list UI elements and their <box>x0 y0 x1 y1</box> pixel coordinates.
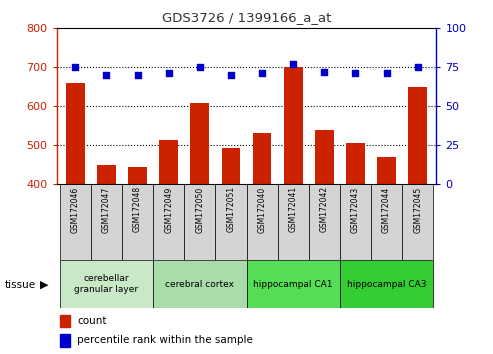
Text: hippocampal CA1: hippocampal CA1 <box>253 280 333 289</box>
Bar <box>190 103 209 184</box>
Point <box>165 71 173 76</box>
Text: tissue: tissue <box>5 280 36 290</box>
Bar <box>284 67 303 184</box>
Bar <box>60 184 91 260</box>
Point <box>134 72 141 78</box>
Text: cerebral cortex: cerebral cortex <box>165 280 234 289</box>
Bar <box>278 184 309 260</box>
Text: count: count <box>77 316 106 326</box>
Text: GSM172042: GSM172042 <box>320 186 329 233</box>
Bar <box>215 184 246 260</box>
Point <box>196 64 204 70</box>
Text: GSM172041: GSM172041 <box>289 186 298 233</box>
Bar <box>309 184 340 260</box>
Bar <box>371 184 402 260</box>
Text: GSM172051: GSM172051 <box>226 186 236 233</box>
Text: GSM172043: GSM172043 <box>351 186 360 233</box>
Bar <box>346 143 365 184</box>
Point <box>320 69 328 75</box>
Text: GSM172046: GSM172046 <box>71 186 80 233</box>
Bar <box>340 260 433 308</box>
Point <box>258 71 266 76</box>
Text: GSM172044: GSM172044 <box>382 186 391 233</box>
Bar <box>340 184 371 260</box>
Bar <box>222 148 240 184</box>
Bar <box>315 130 334 184</box>
Point <box>103 72 110 78</box>
Point <box>71 64 79 70</box>
Point <box>414 64 422 70</box>
Point <box>383 71 390 76</box>
Text: ▶: ▶ <box>40 280 49 290</box>
Bar <box>246 184 278 260</box>
Bar <box>246 260 340 308</box>
Bar <box>159 141 178 184</box>
Bar <box>377 157 396 184</box>
Bar <box>408 87 427 184</box>
Bar <box>253 133 271 184</box>
Bar <box>61 315 70 327</box>
Text: GSM172050: GSM172050 <box>195 186 204 233</box>
Bar <box>153 184 184 260</box>
Point <box>352 71 359 76</box>
Text: GSM172047: GSM172047 <box>102 186 111 233</box>
Bar <box>91 184 122 260</box>
Point <box>289 61 297 67</box>
Bar <box>97 165 116 184</box>
Text: cerebellar
granular layer: cerebellar granular layer <box>74 274 139 294</box>
Bar <box>61 334 70 347</box>
Bar <box>184 184 215 260</box>
Bar <box>122 184 153 260</box>
Point <box>227 72 235 78</box>
Text: hippocampal CA3: hippocampal CA3 <box>347 280 426 289</box>
Text: GSM172045: GSM172045 <box>413 186 422 233</box>
Text: GSM172048: GSM172048 <box>133 186 142 233</box>
Bar <box>128 167 147 184</box>
Bar <box>402 184 433 260</box>
Text: GSM172040: GSM172040 <box>257 186 267 233</box>
Text: GDS3726 / 1399166_a_at: GDS3726 / 1399166_a_at <box>162 11 331 24</box>
Text: GSM172049: GSM172049 <box>164 186 173 233</box>
Text: percentile rank within the sample: percentile rank within the sample <box>77 335 253 346</box>
Bar <box>153 260 246 308</box>
Bar <box>66 83 85 184</box>
Bar <box>60 260 153 308</box>
